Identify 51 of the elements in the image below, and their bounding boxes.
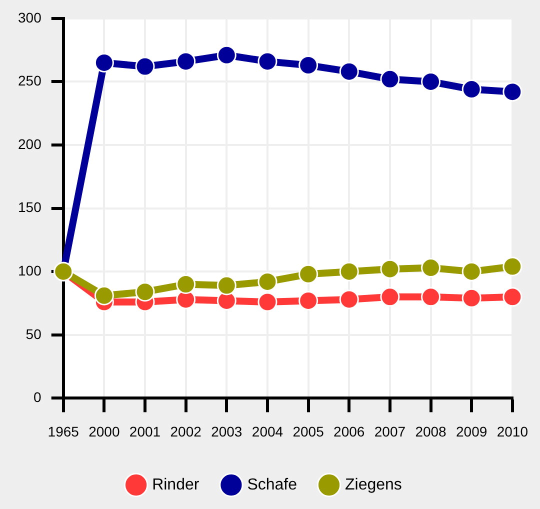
point [502, 256, 522, 276]
point [462, 80, 482, 100]
point [176, 52, 196, 72]
point [258, 272, 278, 292]
y-tick-label: 0 [34, 389, 42, 406]
point [258, 292, 278, 312]
x-tick-label: 2008 [415, 423, 447, 440]
y-tick-label: 100 [18, 262, 42, 278]
x-tick-label: 2001 [129, 423, 161, 440]
y-tick-label: 300 [18, 9, 42, 26]
point [462, 288, 482, 308]
point [176, 274, 196, 294]
point [380, 259, 400, 279]
point [380, 287, 400, 307]
x-tick-label: 2005 [292, 423, 324, 440]
point [421, 72, 441, 92]
x-tick-label: 2009 [456, 423, 488, 440]
y-tick-label: 150 [18, 199, 42, 216]
x-tick-label: 2000 [88, 423, 120, 440]
point [421, 287, 441, 307]
point [462, 262, 482, 282]
y-tick-label: 250 [18, 72, 42, 89]
x-tick-label: 2006 [334, 423, 365, 440]
legend-label: Ziegens [345, 476, 402, 494]
y-tick-label: 200 [18, 136, 42, 152]
x-tick-label: 2004 [252, 423, 284, 440]
point [135, 282, 155, 302]
legend-label: Schafe [247, 476, 298, 494]
point [94, 52, 114, 72]
y-tick-label: 50 [26, 326, 42, 342]
point [216, 276, 236, 296]
point [298, 264, 318, 284]
point [502, 287, 522, 307]
point [380, 69, 400, 89]
point [258, 52, 278, 72]
point [339, 62, 359, 82]
x-tick-label: 2007 [374, 423, 406, 440]
point [502, 82, 522, 102]
point [94, 286, 114, 306]
point [339, 262, 359, 282]
point [298, 290, 318, 310]
x-tick-label: 2010 [496, 423, 528, 440]
point [216, 45, 236, 65]
point [135, 56, 155, 76]
point [421, 258, 441, 278]
x-tick-label: 2003 [211, 423, 242, 440]
x-tick-label: 1965 [48, 423, 80, 440]
point [298, 55, 318, 75]
point [339, 290, 359, 310]
x-tick-label: 2002 [170, 423, 202, 440]
legend-label: Rinder [152, 476, 200, 494]
